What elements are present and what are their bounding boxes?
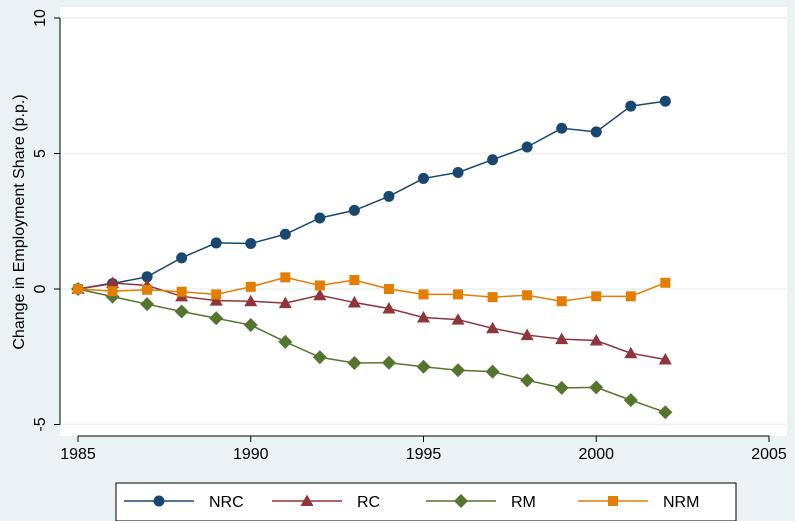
- y-tick-label: 10: [32, 9, 49, 27]
- data-point-rc: [520, 328, 534, 341]
- data-point-nrm: [660, 277, 671, 288]
- data-point-nrm: [487, 292, 498, 303]
- data-point-rm: [520, 373, 535, 388]
- data-point-nrc: [383, 190, 395, 202]
- data-point-rc: [451, 313, 465, 325]
- data-point-nrc: [176, 252, 188, 264]
- data-point-rc: [106, 276, 120, 289]
- legend-marker-rm: [454, 494, 468, 508]
- data-point-rc: [347, 296, 361, 308]
- series-line-nrc: [77, 100, 666, 290]
- y-tick-label: 5: [32, 149, 49, 158]
- data-point-nrc: [348, 204, 360, 216]
- series-line-rc: [77, 282, 666, 361]
- data-point-nrc: [141, 271, 153, 283]
- data-point-rm: [243, 318, 258, 333]
- data-point-nrm: [245, 281, 256, 292]
- legend-label: NRM: [663, 494, 699, 511]
- data-point-nrm: [142, 284, 153, 295]
- data-point-rc: [658, 352, 672, 365]
- data-point-rc: [209, 294, 223, 306]
- data-point-nrc: [452, 166, 464, 178]
- data-point-nrm: [107, 286, 118, 297]
- legend-marker-nrc: [153, 495, 165, 507]
- data-point-nrc: [210, 237, 222, 249]
- data-point-nrm: [591, 291, 602, 302]
- series-group: [71, 95, 673, 420]
- data-point-rm: [209, 311, 224, 326]
- data-point-nrc: [279, 228, 291, 240]
- data-point-nrm: [280, 272, 291, 283]
- data-point-nrm: [176, 286, 187, 297]
- y-tick-label: 0: [32, 284, 49, 293]
- data-point-rm: [451, 363, 466, 378]
- legend-item-rc: RC: [272, 494, 380, 511]
- series-line-nrm: [77, 276, 666, 302]
- legend-box: [115, 482, 737, 521]
- data-point-rm: [589, 380, 604, 395]
- series-nrm: [73, 272, 671, 307]
- data-point-nrm: [522, 290, 533, 301]
- data-point-nrm: [349, 275, 360, 286]
- data-point-rm: [658, 405, 673, 420]
- data-point-rc: [486, 321, 500, 334]
- legend-item-nrc: NRC: [124, 494, 244, 511]
- legend-label: RM: [511, 494, 536, 511]
- data-point-rc: [417, 310, 430, 323]
- data-point-nrc: [625, 100, 637, 112]
- data-point-nrc: [314, 212, 326, 224]
- data-point-rc: [244, 294, 258, 307]
- x-tick-label: 2005: [751, 446, 787, 463]
- data-point-nrm: [453, 289, 464, 300]
- legend: NRC RC RM NRM: [115, 482, 737, 521]
- data-point-nrc: [556, 122, 568, 134]
- data-point-rm: [485, 364, 500, 379]
- data-point-rc: [555, 332, 569, 345]
- legend-label: RC: [357, 494, 380, 511]
- data-point-nrm: [556, 296, 567, 307]
- legend-item-nrm: NRM: [578, 494, 699, 511]
- x-tick-label: 1995: [406, 446, 442, 463]
- data-point-rc: [589, 333, 603, 346]
- data-point-rm: [347, 355, 362, 370]
- data-point-rm: [416, 359, 431, 374]
- data-point-nrc: [659, 95, 671, 107]
- legend-label: NRC: [209, 494, 244, 511]
- data-point-rm: [554, 380, 569, 395]
- x-tick-label: 1985: [60, 446, 96, 463]
- series-nrc: [72, 95, 671, 295]
- data-point-nrm: [211, 289, 222, 300]
- data-point-nrc: [487, 154, 499, 166]
- legend-item-rm: RM: [426, 494, 536, 511]
- data-point-nrm: [383, 284, 394, 294]
- data-point-rm: [623, 393, 638, 408]
- data-point-rm: [278, 334, 293, 349]
- y-tick-label: -5: [32, 417, 49, 431]
- data-point-rm: [381, 355, 396, 370]
- data-point-nrc: [418, 172, 429, 184]
- x-tick-label: 2000: [578, 446, 614, 463]
- y-axis-title: Change in Employment Share (p.p.): [11, 94, 28, 349]
- data-point-rc: [382, 302, 396, 314]
- data-point-rm: [312, 350, 327, 365]
- x-tick-label: 1990: [233, 446, 269, 463]
- data-point-nrm: [73, 284, 83, 294]
- data-point-nrm: [625, 291, 636, 302]
- data-point-nrm: [314, 280, 325, 291]
- data-point-rm: [140, 297, 155, 312]
- data-point-nrc: [590, 126, 602, 138]
- legend-marker-rc: [300, 494, 314, 506]
- axes: -5 0 5 10 1985 1990 1995 2000 2005: [32, 9, 787, 463]
- data-point-nrc: [245, 237, 257, 249]
- data-point-rm: [174, 304, 189, 319]
- data-point-nrm: [418, 289, 429, 300]
- legend-marker-nrm: [608, 496, 618, 506]
- data-point-nrc: [521, 141, 533, 153]
- data-point-rc: [278, 296, 292, 309]
- data-point-rc: [624, 346, 638, 359]
- data-point-rc: [313, 288, 327, 301]
